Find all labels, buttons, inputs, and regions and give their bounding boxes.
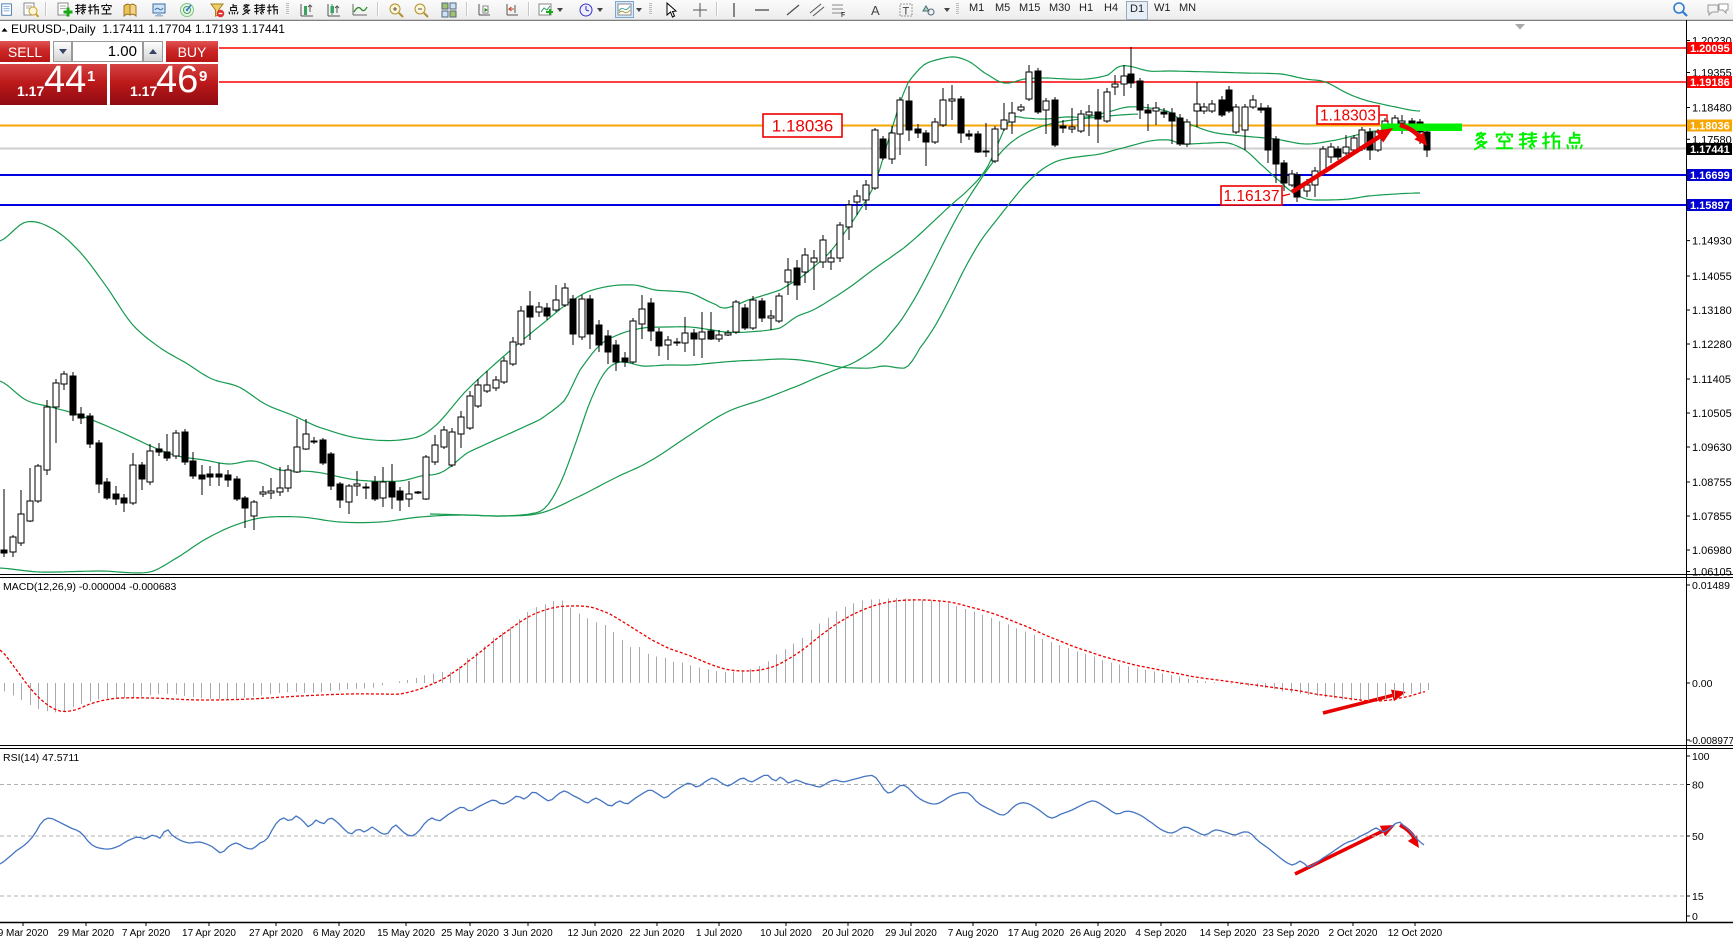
- svg-text:1.17441: 1.17441: [1690, 144, 1730, 156]
- svg-text:A: A: [871, 3, 880, 18]
- svg-text:1.08755: 1.08755: [1692, 477, 1732, 489]
- svg-text:1.10505: 1.10505: [1692, 408, 1732, 420]
- svg-text:17 Aug 2020: 17 Aug 2020: [1008, 928, 1065, 939]
- svg-text:12 Oct 2020: 12 Oct 2020: [1388, 928, 1443, 939]
- svg-text:RSI(14) 47.5711: RSI(14) 47.5711: [3, 752, 79, 764]
- svg-text:10 Jul 2020: 10 Jul 2020: [760, 928, 812, 939]
- svg-text:1.09630: 1.09630: [1692, 442, 1732, 454]
- svg-text:1.16699: 1.16699: [1690, 170, 1730, 182]
- svg-text:20 Jul 2020: 20 Jul 2020: [822, 928, 874, 939]
- svg-text:100: 100: [1692, 751, 1710, 763]
- svg-text:1.20095: 1.20095: [1690, 43, 1730, 55]
- svg-text:-0.008977: -0.008977: [1689, 736, 1733, 747]
- svg-text:0: 0: [1692, 911, 1698, 923]
- svg-text:1.18303: 1.18303: [1320, 108, 1376, 125]
- svg-text:1.18036: 1.18036: [1690, 121, 1730, 133]
- svg-text:7 Aug 2020: 7 Aug 2020: [948, 928, 999, 939]
- svg-text:22 Jun 2020: 22 Jun 2020: [629, 928, 684, 939]
- svg-text:1.14930: 1.14930: [1692, 236, 1732, 248]
- svg-text:0.01489: 0.01489: [1692, 580, 1730, 592]
- svg-text:1 Jul 2020: 1 Jul 2020: [696, 928, 743, 939]
- svg-text:MACD(12,26,9) -0.000004 -0.000: MACD(12,26,9) -0.000004 -0.000683: [3, 581, 177, 593]
- svg-text:14 Sep 2020: 14 Sep 2020: [1200, 928, 1257, 939]
- svg-text:1.07855: 1.07855: [1692, 511, 1732, 523]
- svg-text:50: 50: [1692, 831, 1704, 843]
- svg-text:23 Sep 2020: 23 Sep 2020: [1263, 928, 1320, 939]
- svg-text:1.13180: 1.13180: [1692, 305, 1732, 317]
- svg-text:1.11405: 1.11405: [1692, 374, 1731, 386]
- svg-text:25 May 2020: 25 May 2020: [441, 928, 499, 939]
- svg-text:3 Jun 2020: 3 Jun 2020: [503, 928, 553, 939]
- svg-text:EURUSD-,Daily 1.17411 1.17704: EURUSD-,Daily 1.17411 1.17704 1.17193 1.…: [11, 22, 285, 36]
- svg-text:1.15897: 1.15897: [1690, 200, 1730, 212]
- svg-text:80: 80: [1692, 780, 1704, 792]
- svg-text:4 Sep 2020: 4 Sep 2020: [1135, 928, 1187, 939]
- svg-text:17 Apr 2020: 17 Apr 2020: [182, 928, 236, 939]
- svg-text:0.00: 0.00: [1692, 678, 1713, 690]
- svg-text:9 Mar 2020: 9 Mar 2020: [0, 928, 49, 939]
- svg-text:27 Apr 2020: 27 Apr 2020: [249, 928, 303, 939]
- svg-text:26 Aug 2020: 26 Aug 2020: [1070, 928, 1127, 939]
- svg-text:7 Apr 2020: 7 Apr 2020: [122, 928, 171, 939]
- svg-text:1.06105: 1.06105: [1692, 567, 1732, 579]
- svg-text:15 May 2020: 15 May 2020: [377, 928, 435, 939]
- svg-text:1.18480: 1.18480: [1692, 103, 1732, 115]
- svg-text:2 Oct 2020: 2 Oct 2020: [1329, 928, 1378, 939]
- svg-text:1.14055: 1.14055: [1692, 271, 1732, 283]
- svg-text:1.19186: 1.19186: [1690, 77, 1730, 89]
- svg-text:T: T: [902, 5, 909, 17]
- svg-text:1.16137: 1.16137: [1223, 188, 1279, 205]
- svg-text:12 Jun 2020: 12 Jun 2020: [567, 928, 622, 939]
- svg-text:29 Mar 2020: 29 Mar 2020: [58, 928, 115, 939]
- svg-text:6 May 2020: 6 May 2020: [313, 928, 366, 939]
- svg-text:1.18036: 1.18036: [772, 117, 833, 136]
- svg-text:1.12280: 1.12280: [1692, 339, 1732, 351]
- svg-text:29 Jul 2020: 29 Jul 2020: [885, 928, 937, 939]
- svg-text:15: 15: [1692, 891, 1704, 903]
- svg-text:F: F: [841, 12, 845, 18]
- svg-text:1.06980: 1.06980: [1692, 545, 1732, 557]
